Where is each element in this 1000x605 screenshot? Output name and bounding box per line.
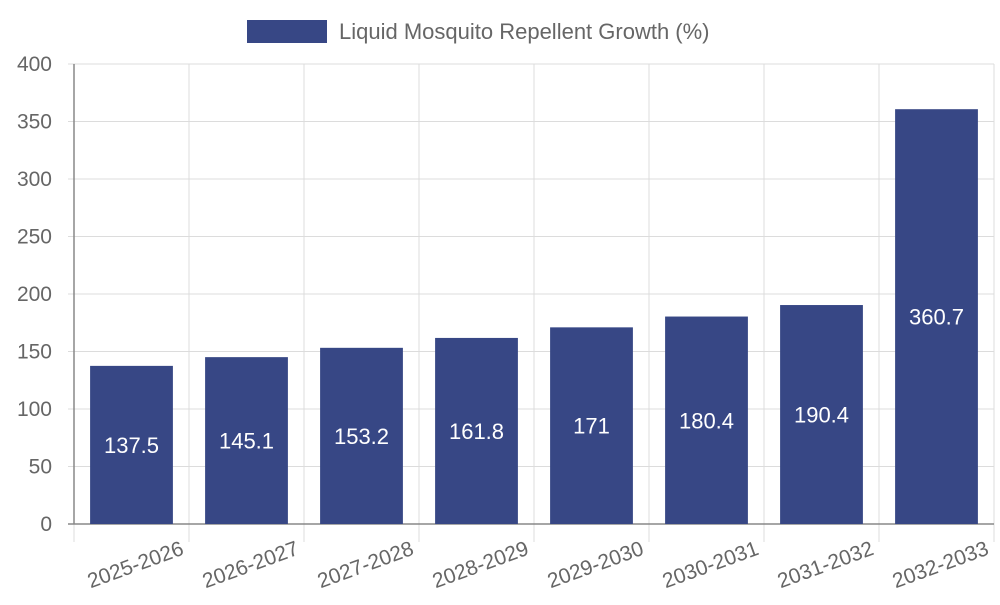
- bar[interactable]: [665, 316, 748, 524]
- x-tick-label: 2027-2028: [314, 537, 416, 593]
- y-tick-label: 200: [17, 283, 52, 306]
- x-tick-label: 2028-2029: [429, 537, 531, 593]
- bar-data-label: 180.4: [679, 408, 734, 433]
- y-axis-ticks: 0 50 100 150 200 250 300 350 400: [17, 53, 52, 536]
- x-tick-label: 2025-2026: [84, 537, 186, 593]
- bar-data-label: 137.5: [104, 433, 159, 458]
- x-tick-label: 2026-2027: [199, 537, 301, 593]
- bar-data-label: 190.4: [794, 403, 849, 428]
- legend-swatch[interactable]: [247, 20, 327, 43]
- y-tick-label: 250: [17, 226, 52, 249]
- bar-data-label: 360.7: [909, 305, 964, 330]
- bar-data-labels: 137.5 145.1 153.2 161.8 171 180.4 190.4 360.7: [104, 305, 964, 458]
- bar[interactable]: [895, 109, 978, 524]
- bar[interactable]: [90, 365, 173, 524]
- gridlines: [68, 63, 995, 542]
- bar[interactable]: [205, 357, 288, 524]
- x-tick-label: 2031-2032: [774, 537, 876, 593]
- x-tick-label: 2032-2033: [889, 537, 991, 593]
- y-tick-label: 0: [40, 513, 52, 536]
- bar[interactable]: [550, 327, 633, 524]
- bar-data-label: 153.2: [334, 424, 389, 449]
- bar-data-label: 161.8: [449, 419, 504, 444]
- legend[interactable]: Liquid Mosquito Repellent Growth (%): [247, 19, 710, 44]
- bar-data-label: 171: [573, 414, 610, 439]
- bar[interactable]: [780, 305, 863, 524]
- x-tick-label: 2029-2030: [544, 537, 646, 593]
- y-tick-label: 350: [17, 111, 52, 134]
- y-tick-label: 150: [17, 341, 52, 364]
- y-tick-label: 100: [17, 398, 52, 421]
- bars: [90, 109, 978, 524]
- x-tick-label: 2030-2031: [659, 537, 761, 593]
- bar[interactable]: [320, 347, 403, 524]
- legend-label[interactable]: Liquid Mosquito Repellent Growth (%): [339, 19, 710, 44]
- y-tick-label: 50: [29, 456, 52, 479]
- x-axis-ticks: 2025-2026 2026-2027 2027-2028 2028-2029 2029…: [84, 537, 991, 593]
- bar[interactable]: [435, 337, 518, 524]
- y-tick-label: 400: [17, 53, 52, 76]
- bar-data-label: 145.1: [219, 429, 274, 454]
- y-tick-label: 300: [17, 168, 52, 191]
